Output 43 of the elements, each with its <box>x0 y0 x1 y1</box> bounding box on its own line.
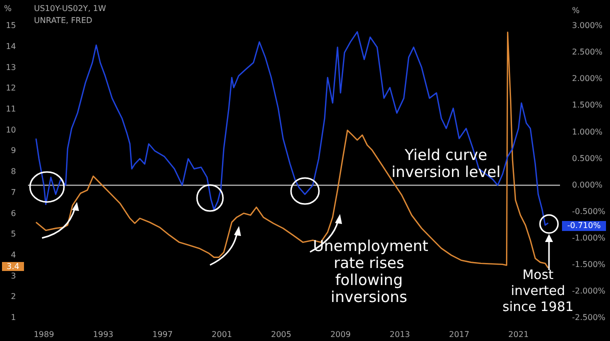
y-tick-label: 9 <box>10 146 16 156</box>
y2-tick-label: -2.000% <box>572 286 606 296</box>
x-tick-label: 2005 <box>270 330 292 339</box>
y2-tick-label: 2.000% <box>572 74 603 84</box>
y-tick-label: 12 <box>6 84 16 93</box>
x-tick-label: 1989 <box>34 330 54 339</box>
y2-tick-label: 0.500% <box>572 154 603 163</box>
y-tick-label: 8 <box>10 167 16 176</box>
y2-tick-label: -0.500% <box>572 206 606 216</box>
y-tick-label: 7 <box>10 188 16 197</box>
y2-tick-label: 2.500% <box>572 48 603 57</box>
y-tick-label: 6 <box>10 208 16 218</box>
y-tick-label: 13 <box>6 62 16 72</box>
y2-tick-label: -1.500% <box>572 260 606 269</box>
x-tick-label: 1993 <box>93 330 114 339</box>
text: -0.710% <box>562 221 606 231</box>
y-tick-label: 3 <box>10 271 16 280</box>
x-tick-label: 2017 <box>448 330 470 339</box>
y-tick-label: 15 <box>6 21 16 30</box>
y2-axis-title: % <box>572 6 580 15</box>
y2-tick-label: 1.000% <box>572 127 603 136</box>
y2-tick-label: 3.000% <box>572 21 603 30</box>
y-tick-label: 1 <box>10 313 16 322</box>
text: 3.4 <box>2 262 24 271</box>
y-tick-label: 4 <box>10 250 16 260</box>
x-tick-label: 1997 <box>152 330 173 339</box>
chart-title: US10Y-US02Y, 1W <box>34 4 106 13</box>
x-tick-label: 2013 <box>390 330 410 339</box>
chart-subtitle: UNRATE, FRED <box>34 16 92 25</box>
y2-tick-label: -1.000% <box>572 233 606 242</box>
x-tick-label: 2001 <box>212 330 232 339</box>
x-tick-label: 2009 <box>330 330 351 339</box>
y2-tick-label: 1.500% <box>572 100 603 110</box>
y-tick-label: 14 <box>6 42 16 51</box>
y-tick-label: 10 <box>6 125 16 134</box>
y-axis-title: % <box>4 4 12 13</box>
y2-tick-label: 0.000% <box>572 180 603 190</box>
y-tick-label: 5 <box>10 230 16 239</box>
annotation: Most inverted since 1981 <box>502 268 574 315</box>
y-tick-label: 2 <box>10 292 16 302</box>
y2-tick-label: -2.500% <box>572 313 606 322</box>
x-tick-label: 2021 <box>508 330 529 339</box>
y-tick-label: 11 <box>6 104 16 114</box>
